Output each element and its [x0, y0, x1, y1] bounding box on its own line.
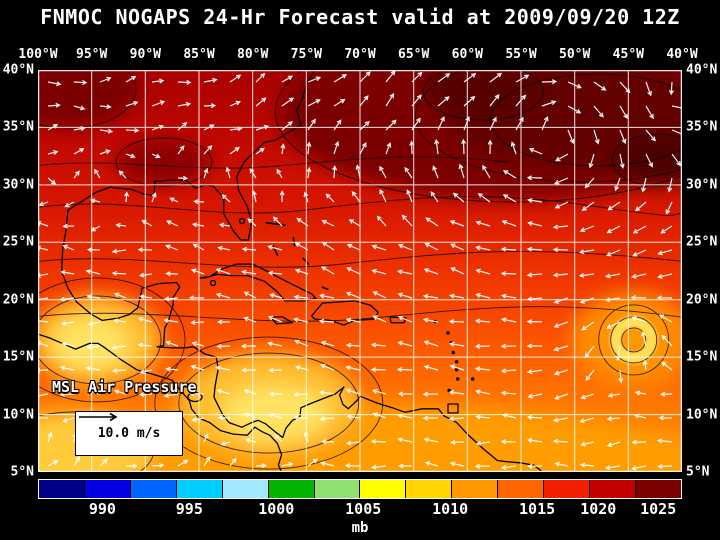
lon-tick-label: 80°W — [237, 47, 269, 62]
forecast-map: MSL Air Pressure 10.0 m/s — [38, 70, 682, 472]
lat-tick-label: 10°N — [2, 407, 34, 423]
colorbar-tick-label: 1015 — [519, 500, 556, 518]
colorbar-chip — [589, 480, 635, 498]
lat-tick-label: 5°N — [10, 464, 34, 480]
wind-speed-legend: 10.0 m/s — [75, 411, 183, 456]
colorbar-chip — [313, 480, 360, 498]
lat-tick-label: 40°N — [686, 62, 718, 78]
colorbar-chip — [129, 480, 176, 498]
colorbar — [38, 479, 682, 499]
lat-tick-label: 5°N — [686, 464, 710, 480]
lat-tick-label: 25°N — [2, 234, 34, 250]
lat-tick-label: 40°N — [2, 62, 34, 78]
colorbar-chip — [451, 480, 498, 498]
lon-tick-label: 90°W — [129, 47, 161, 62]
lon-tick-label: 85°W — [183, 47, 215, 62]
field-label: MSL Air Pressure — [52, 378, 197, 396]
colorbar-chip — [497, 480, 544, 498]
colorbar-chip — [267, 480, 314, 498]
colorbar-chip — [359, 480, 406, 498]
wind-reference-value: 10.0 m/s — [97, 426, 161, 441]
colorbar-unit: mb — [351, 520, 369, 536]
colorbar-chip — [39, 480, 84, 498]
lon-tick-label: 100°W — [18, 47, 58, 62]
colorbar-chip — [543, 480, 590, 498]
pressure-field-map — [38, 70, 682, 472]
colorbar-tick-label: 1005 — [345, 500, 382, 518]
lon-tick-label: 40°W — [666, 47, 698, 62]
colorbar-tick-label: 1000 — [258, 500, 295, 518]
lon-tick-label: 45°W — [612, 47, 644, 62]
colorbar-tick-label: 1025 — [640, 500, 677, 518]
lat-tick-label: 30°N — [686, 177, 718, 193]
lon-tick-label: 55°W — [505, 47, 537, 62]
colorbar-chip — [634, 480, 681, 498]
lon-tick-label: 50°W — [559, 47, 591, 62]
lon-tick-label: 65°W — [398, 47, 430, 62]
colorbar-tick-label: 1010 — [432, 500, 469, 518]
lat-tick-label: 20°N — [2, 292, 34, 308]
colorbar-chip — [405, 480, 452, 498]
lat-tick-label: 35°N — [2, 119, 34, 135]
lat-tick-label: 10°N — [686, 407, 718, 423]
page-title: FNMOC NOGAPS 24-Hr Forecast valid at 200… — [40, 5, 680, 29]
lon-tick-label: 60°W — [451, 47, 483, 62]
lat-tick-label: 15°N — [2, 349, 34, 365]
colorbar-chip — [175, 480, 222, 498]
colorbar-tick-label: 995 — [175, 500, 203, 518]
lon-tick-label: 70°W — [344, 47, 376, 62]
wind-arrow-icon — [79, 412, 118, 422]
lat-tick-label: 35°N — [686, 119, 718, 135]
lat-tick-label: 20°N — [686, 292, 718, 308]
lat-tick-label: 25°N — [686, 234, 718, 250]
colorbar-chip — [221, 480, 268, 498]
lon-tick-label: 75°W — [290, 47, 322, 62]
lat-tick-label: 15°N — [686, 349, 718, 365]
lat-tick-label: 30°N — [2, 177, 34, 193]
lon-tick-label: 95°W — [76, 47, 108, 62]
colorbar-tick-label: 1020 — [580, 500, 617, 518]
colorbar-chip — [83, 480, 130, 498]
colorbar-tick-label: 990 — [88, 500, 116, 518]
